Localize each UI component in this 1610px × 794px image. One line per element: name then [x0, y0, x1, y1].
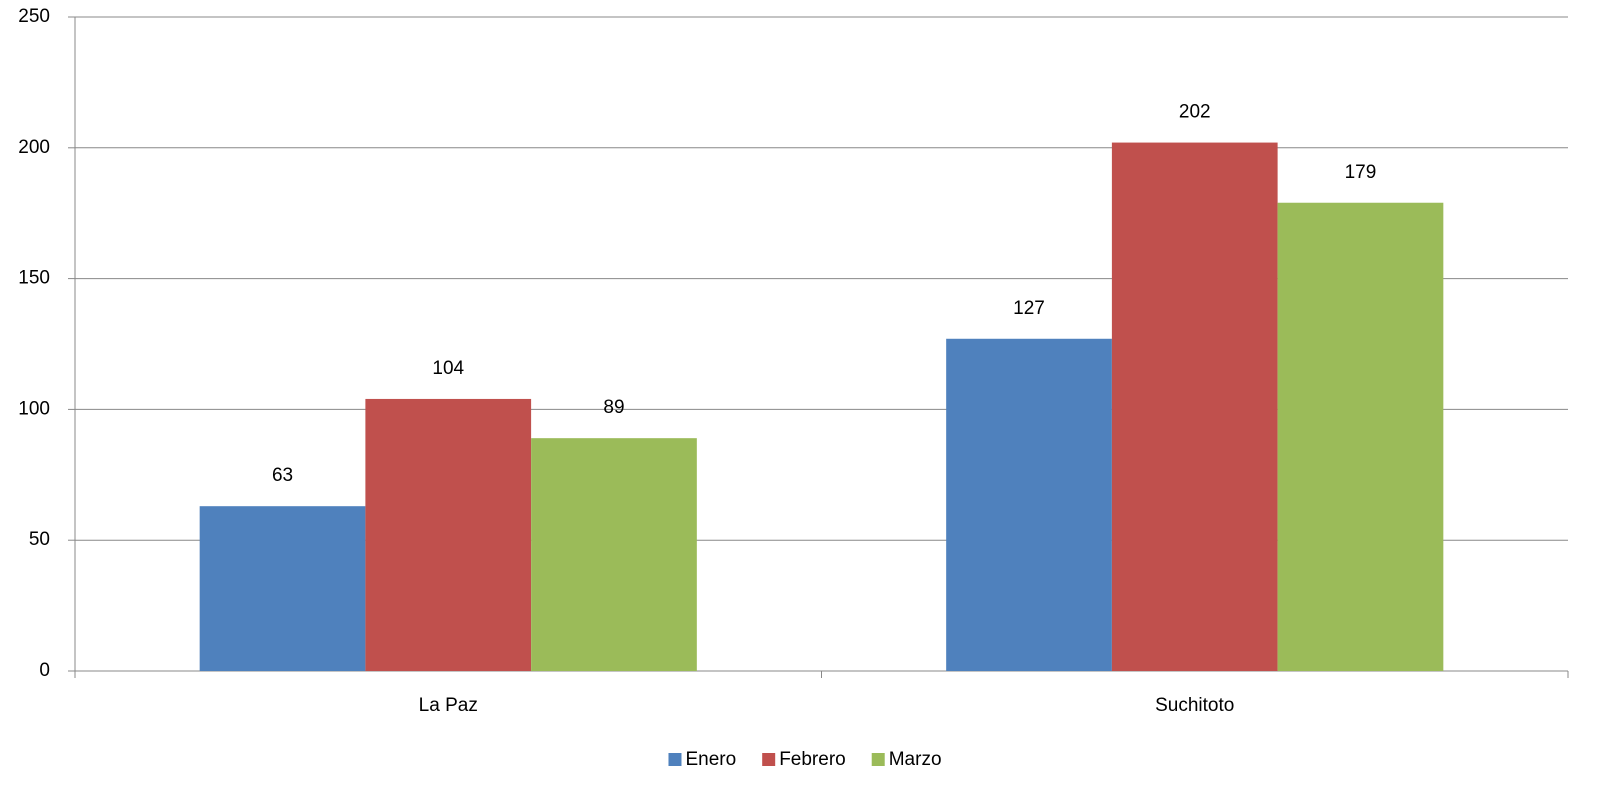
- data-label: 89: [603, 397, 624, 418]
- bar: [365, 398, 532, 671]
- legend-label: Enero: [685, 749, 736, 770]
- bar: [531, 438, 697, 671]
- y-tick-label: 50: [29, 529, 50, 550]
- legend-swatch: [668, 753, 682, 766]
- y-tick-label: 0: [39, 660, 50, 681]
- legend-swatch: [762, 753, 776, 766]
- bar: [1277, 202, 1444, 671]
- legend-swatch: [871, 753, 885, 766]
- data-label: 179: [1345, 162, 1377, 183]
- legend-label: Marzo: [889, 749, 942, 770]
- bar: [946, 338, 1112, 671]
- x-tick-label: La Paz: [419, 695, 478, 716]
- data-label: 127: [1013, 298, 1045, 319]
- data-label: 104: [432, 358, 464, 379]
- bar: [199, 506, 366, 671]
- y-tick-label: 150: [18, 268, 50, 289]
- y-tick-label: 200: [18, 137, 50, 158]
- bar: [1111, 142, 1278, 671]
- legend-label: Febrero: [779, 749, 846, 770]
- data-label: 63: [272, 465, 293, 486]
- data-label: 202: [1179, 102, 1211, 123]
- y-tick-label: 100: [18, 398, 50, 419]
- y-tick-label: 250: [18, 6, 50, 27]
- x-tick-label: Suchitoto: [1155, 695, 1234, 716]
